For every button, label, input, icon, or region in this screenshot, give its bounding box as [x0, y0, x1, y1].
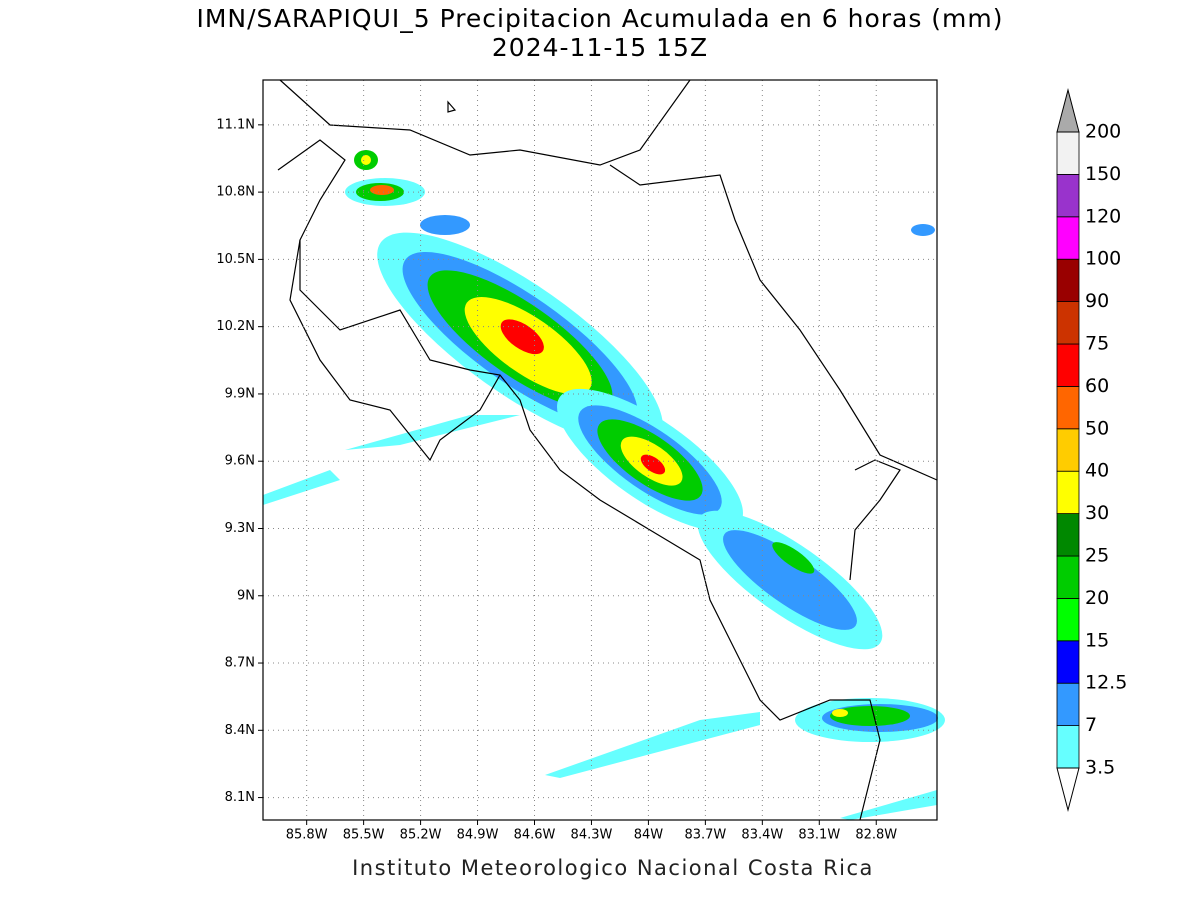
- colorbar-label: 15: [1085, 629, 1109, 651]
- lon-tick-label: 83.1W: [798, 828, 840, 843]
- colorbar-label: 40: [1085, 460, 1109, 482]
- lat-tick-label: 10.8N: [216, 185, 255, 200]
- colorbar-segment: [1056, 682, 1080, 727]
- lat-tick-label: 8.1N: [225, 790, 255, 805]
- lon-tick-label: 85.5W: [343, 828, 385, 843]
- colorbar-segment: [1056, 640, 1080, 684]
- colorbar-label: 100: [1085, 248, 1121, 270]
- lat-tick-label: 9N: [237, 588, 255, 603]
- lon-tick-label: 83.7W: [684, 828, 726, 843]
- lon-tick-label: 82.8W: [855, 828, 897, 843]
- colorbar-label: 60: [1085, 375, 1109, 397]
- colorbar-under: [1056, 767, 1080, 812]
- colorbar-segment: [1056, 725, 1080, 769]
- colorbar-label: 7: [1085, 714, 1097, 736]
- colorbar-label: 50: [1085, 417, 1109, 439]
- colorbar-segment: [1056, 555, 1080, 599]
- lat-tick-label: 8.4N: [225, 723, 255, 738]
- colorbar-label: 200: [1085, 121, 1121, 143]
- colorbar-label: 12.5: [1085, 672, 1127, 694]
- colorbar-over: [1056, 88, 1080, 133]
- colorbar-segment: [1056, 343, 1080, 387]
- colorbar-label: 20: [1085, 587, 1109, 609]
- lat-tick-label: 9.6N: [225, 454, 255, 469]
- lat-tick-label: 10.2N: [216, 319, 255, 334]
- colorbar-label: 3.5: [1085, 757, 1115, 779]
- colorbar-segment: [1056, 301, 1080, 345]
- colorbar-segment: [1056, 385, 1080, 430]
- lat-tick-label: 11.1N: [216, 117, 255, 132]
- coastline: [277, 79, 938, 821]
- lon-tick-label: 85.2W: [400, 828, 442, 843]
- colorbar-segment: [1056, 428, 1080, 472]
- colorbar-segment: [1056, 216, 1080, 260]
- colorbar-segment: [1056, 131, 1080, 175]
- colorbar: 3.5 7 12.5 15 20 25 30 40 50 60 75 90 100 120 150 200: [1056, 88, 1127, 812]
- precipitation-field: [263, 150, 945, 820]
- footer: Instituto Meteorologico Nacional Costa R…: [352, 856, 874, 880]
- lon-tick-label: 84W: [634, 828, 664, 843]
- colorbar-label: 150: [1085, 163, 1121, 185]
- lon-tick-label: 84.9W: [457, 828, 499, 843]
- lon-tick-label: 84.6W: [514, 828, 556, 843]
- colorbar-label: 30: [1085, 502, 1109, 524]
- map-frame: [262, 79, 938, 821]
- grid: 85.8W 85.5W 85.2W 84.9W 84.6W 84.3W 84W 83.7W 83…: [216, 80, 937, 843]
- lat-tick-label: 9.3N: [225, 521, 255, 536]
- colorbar-segment: [1056, 173, 1080, 218]
- colorbar-segment: [1056, 598, 1080, 642]
- colorbar-label: 90: [1085, 290, 1109, 312]
- colorbar-segment: [1056, 470, 1080, 515]
- colorbar-segment: [1056, 513, 1080, 557]
- lat-tick-label: 9.9N: [225, 386, 255, 401]
- colorbar-label: 120: [1085, 205, 1121, 227]
- colorbar-label: 75: [1085, 333, 1109, 355]
- lat-tick-label: 8.7N: [225, 656, 255, 671]
- lon-tick-label: 83.4W: [741, 828, 783, 843]
- lon-tick-label: 84.3W: [571, 828, 613, 843]
- lon-tick-label: 85.8W: [286, 828, 328, 843]
- title: IMN/SARAPIQUI_5 Precipitacion Acumulada …: [196, 4, 1003, 33]
- lat-tick-label: 10.5N: [216, 252, 255, 267]
- colorbar-segment: [1056, 258, 1080, 303]
- subtitle: 2024-11-15 15Z: [492, 33, 708, 62]
- colorbar-label: 25: [1085, 545, 1109, 567]
